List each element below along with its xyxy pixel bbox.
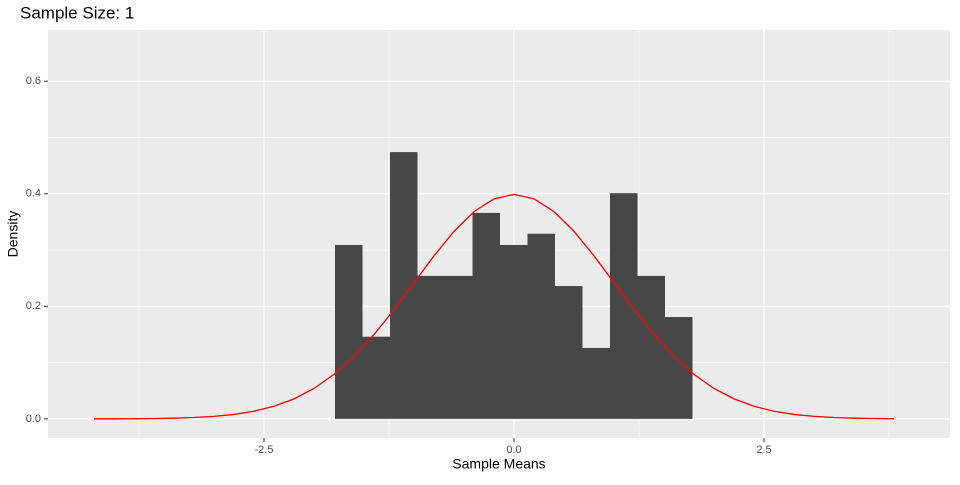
bar <box>390 152 418 419</box>
x-axis-label: Sample Means <box>452 456 545 472</box>
chart-title: Sample Size: 1 <box>20 3 134 22</box>
bar <box>445 275 473 419</box>
x-tick-label: 0.0 <box>506 444 521 456</box>
bar <box>362 336 390 419</box>
y-axis-label: Density <box>5 211 21 258</box>
bar <box>610 193 638 419</box>
bar <box>417 275 445 419</box>
y-tick-label: 0.6 <box>26 75 41 87</box>
marks <box>94 152 895 420</box>
y-tick-label: 0.0 <box>26 413 41 425</box>
x-tick-label: -2.5 <box>255 444 274 456</box>
x-tick-label: 2.5 <box>756 444 771 456</box>
bar <box>665 317 693 419</box>
density-curve <box>94 193 895 420</box>
bar <box>527 233 555 419</box>
bar <box>555 286 583 419</box>
bar <box>472 212 500 419</box>
bar <box>582 347 610 419</box>
bar <box>335 244 363 419</box>
y-tick-label: 0.2 <box>26 300 41 312</box>
bar <box>500 244 528 419</box>
y-tick-label: 0.4 <box>26 188 41 200</box>
bar <box>637 275 665 419</box>
